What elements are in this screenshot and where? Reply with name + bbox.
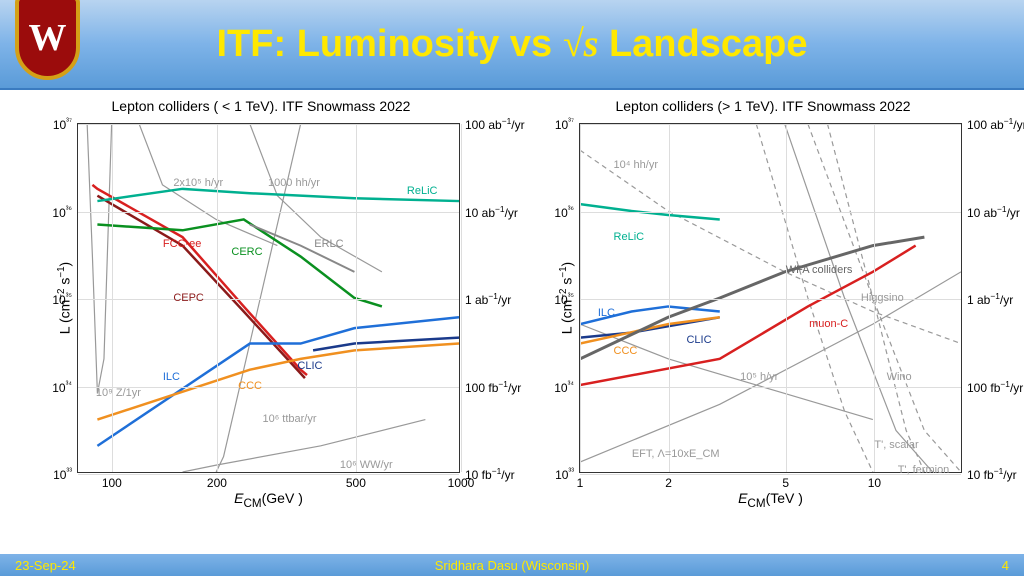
series-label-eft-10xe-cm: EFT, Λ=10xE_CM — [632, 448, 720, 460]
series-label-cerc: CERC — [231, 246, 262, 258]
series-label-10-ttbar-yr: 10⁶ ttbar/yr — [262, 413, 316, 425]
series-label-t-fermion: T', fermion — [898, 464, 950, 476]
footer-page: 4 — [1002, 558, 1009, 573]
series-label-higgsino: Higgsino — [861, 292, 904, 304]
xlabel-left: ECM(GeV ) — [234, 490, 303, 510]
plot-right: L (cm−2 s−1) ECM(TeV ) 10³³10³⁴10³⁵10³⁶1… — [579, 123, 962, 473]
chart-left-title: Lepton colliders ( < 1 TeV). ITF Snowmas… — [15, 98, 507, 114]
series-label-wino: Wino — [887, 371, 912, 383]
series-label-cepc: CEPC — [173, 292, 204, 304]
series-label-t-scalar: T', scalar — [874, 439, 918, 451]
series-label-fcc-ee: FCC-ee — [163, 238, 202, 250]
series-label-relic: ReLiC — [407, 185, 438, 197]
series-label-erlc: ERLC — [314, 238, 343, 250]
series-label-ilc: ILC — [598, 307, 615, 319]
series-label-10-ww-yr: 10⁶ WW/yr — [340, 459, 393, 471]
series-label-1000-hh-yr: 1000 hh/yr — [268, 177, 320, 189]
series-label-muon-c: muon-C — [809, 318, 848, 330]
chart-right: Lepton colliders (> 1 TeV). ITF Snowmass… — [517, 98, 1009, 518]
chart-left: Lepton colliders ( < 1 TeV). ITF Snowmas… — [15, 98, 507, 518]
wisconsin-logo: W — [15, 0, 80, 90]
series-label-clic: CLIC — [686, 334, 711, 346]
series-label-ccc: CCC — [238, 380, 262, 392]
series-label-2x10-h-yr: 2x10⁵ h/yr — [173, 177, 223, 189]
series-label-10-z-1yr: 10⁹ Z/1yr — [96, 387, 141, 399]
series-label-relic: ReLiC — [614, 231, 645, 243]
series-label-10-h-yr: 10⁵ h/yr — [740, 371, 778, 383]
series-label-ilc: ILC — [163, 371, 180, 383]
chart-right-title: Lepton colliders (> 1 TeV). ITF Snowmass… — [517, 98, 1009, 114]
series-label-wfa-colliders: WFA colliders — [786, 264, 853, 276]
plot-left: L (cm−2 s−1) ECM(GeV ) 10³³10³⁴10³⁵10³⁶1… — [77, 123, 460, 473]
slide-header: W ITF: Luminosity vs √s Landscape — [0, 0, 1024, 90]
series-label-10-hh-yr: 10⁴ hh/yr — [614, 159, 658, 171]
slide-title: ITF: Luminosity vs √s Landscape — [0, 22, 1024, 66]
slide-footer: 23-Sep-24 Sridhara Dasu (Wisconsin) 4 — [0, 554, 1024, 576]
series-label-ccc: CCC — [614, 345, 638, 357]
content-area: Lepton colliders ( < 1 TeV). ITF Snowmas… — [0, 90, 1024, 536]
footer-author: Sridhara Dasu (Wisconsin) — [435, 558, 590, 573]
footer-date: 23-Sep-24 — [15, 558, 76, 573]
xlabel-right: ECM(TeV ) — [738, 490, 803, 510]
series-label-clic: CLIC — [297, 360, 322, 372]
